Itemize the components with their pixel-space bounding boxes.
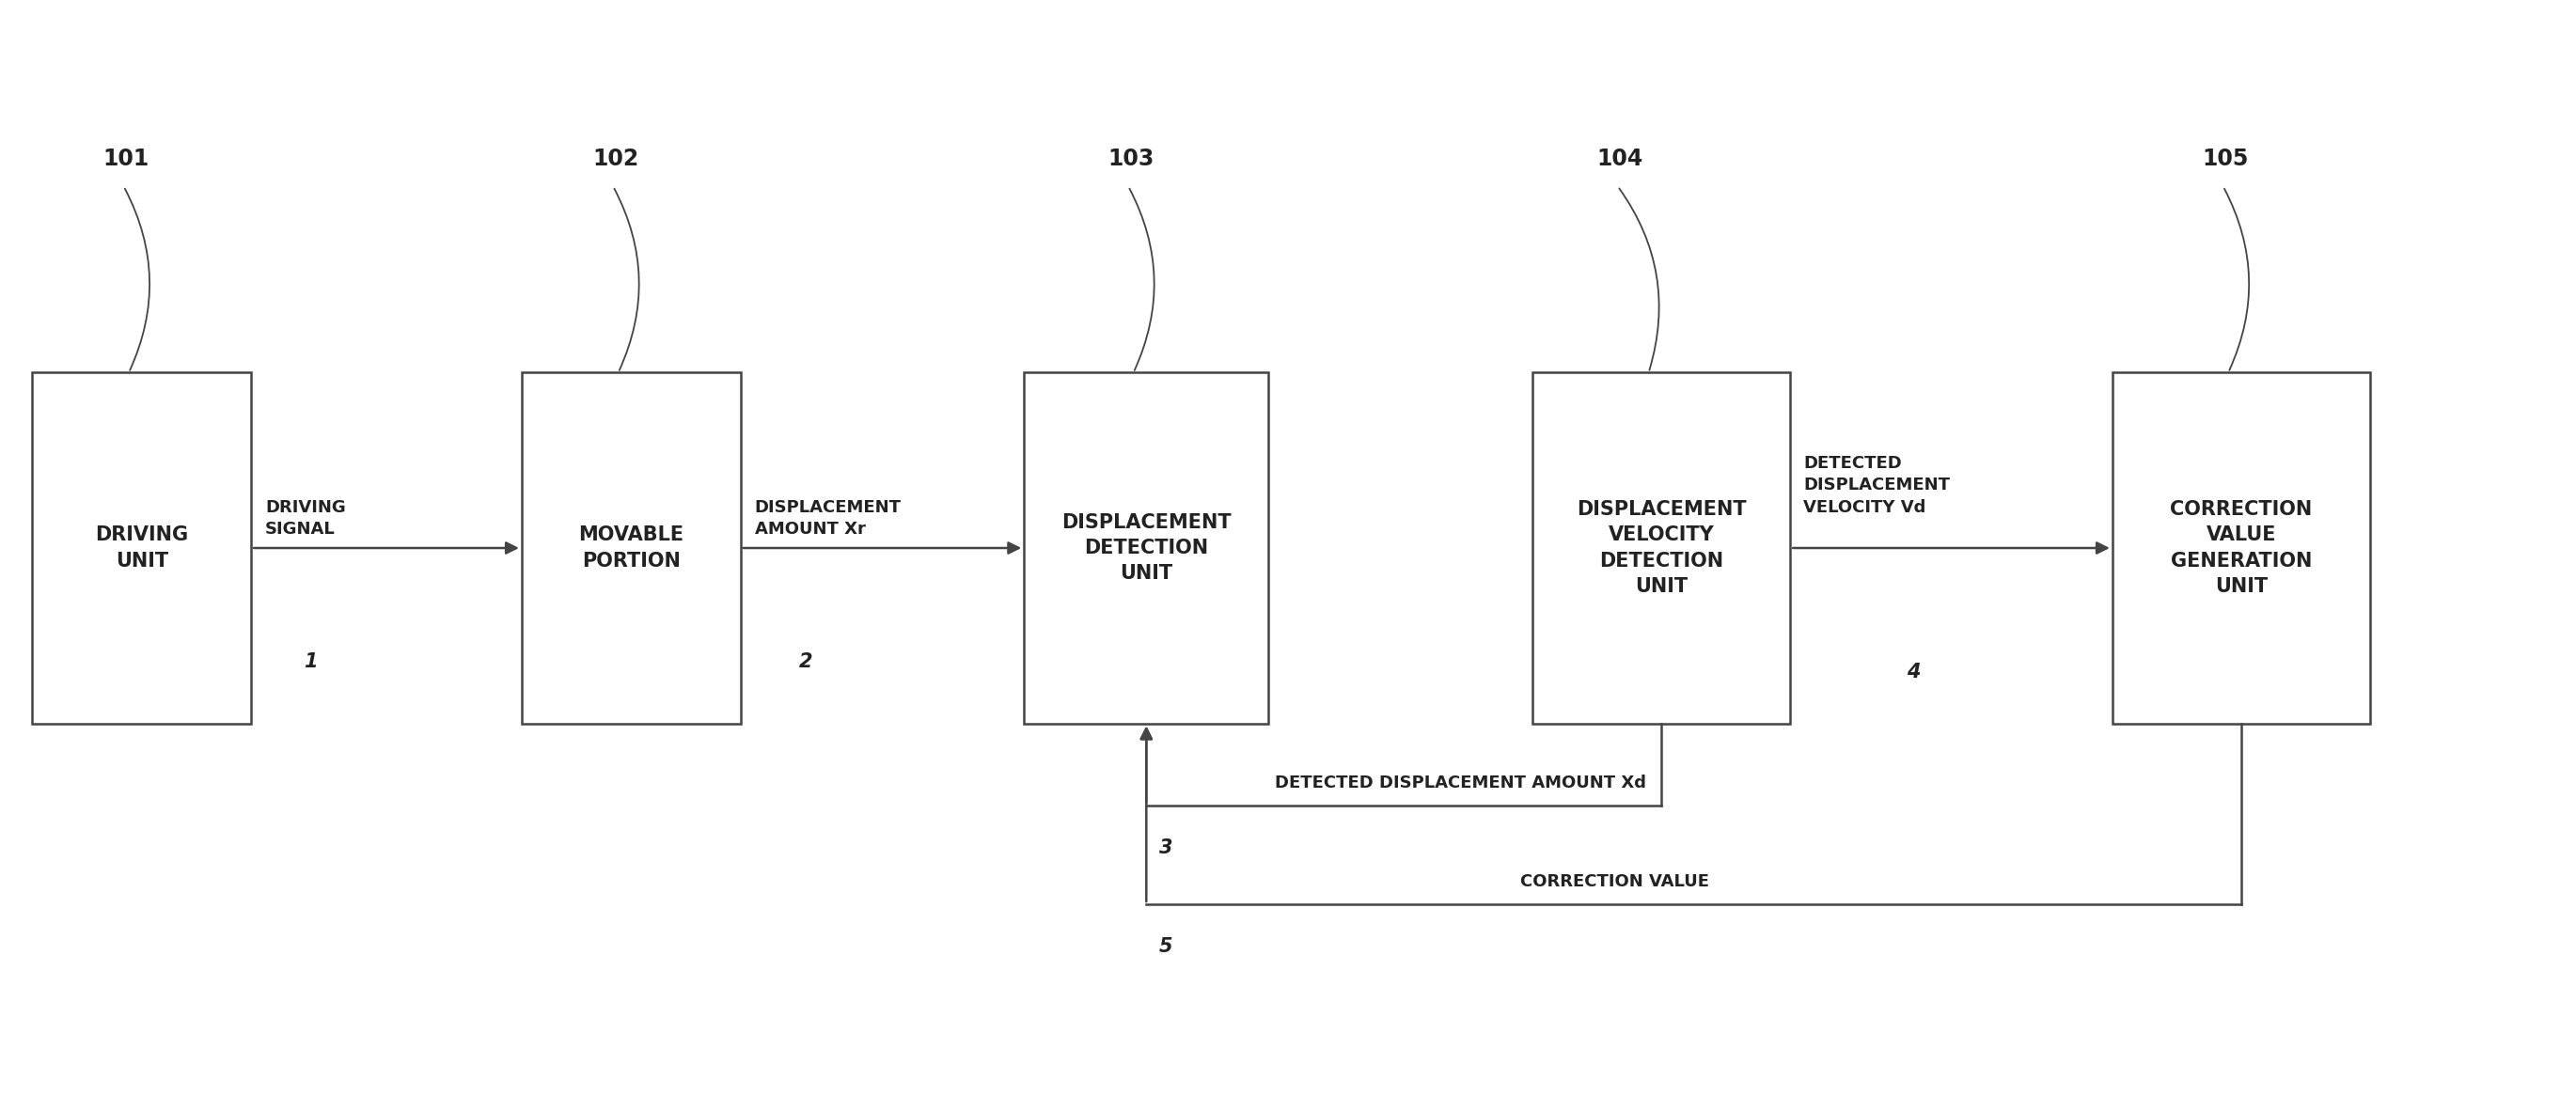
Text: DRIVING
UNIT: DRIVING UNIT — [95, 526, 188, 570]
Text: CORRECTION VALUE: CORRECTION VALUE — [1520, 874, 1708, 890]
Text: 1: 1 — [304, 652, 317, 671]
Bar — [1025, 373, 1270, 723]
Text: 5: 5 — [1159, 937, 1172, 956]
Text: DISPLACEMENT
VELOCITY
DETECTION
UNIT: DISPLACEMENT VELOCITY DETECTION UNIT — [1577, 500, 1747, 596]
Text: 105: 105 — [2202, 148, 2249, 170]
Text: 104: 104 — [1597, 148, 1643, 170]
Text: DRIVING
SIGNAL: DRIVING SIGNAL — [265, 499, 345, 538]
Text: 103: 103 — [1108, 148, 1154, 170]
Text: 2: 2 — [799, 652, 811, 671]
Bar — [1533, 373, 1790, 723]
Bar — [33, 373, 252, 723]
Text: DISPLACEMENT
DETECTION
UNIT: DISPLACEMENT DETECTION UNIT — [1061, 513, 1231, 583]
Text: DETECTED
DISPLACEMENT
VELOCITY Vd: DETECTED DISPLACEMENT VELOCITY Vd — [1803, 455, 1950, 516]
Text: 102: 102 — [592, 148, 639, 170]
Bar — [2112, 373, 2370, 723]
Bar — [520, 373, 739, 723]
Text: CORRECTION
VALUE
GENERATION
UNIT: CORRECTION VALUE GENERATION UNIT — [2169, 500, 2313, 596]
Text: 4: 4 — [1906, 663, 1919, 682]
Text: 101: 101 — [103, 148, 149, 170]
Text: DISPLACEMENT
AMOUNT Xr: DISPLACEMENT AMOUNT Xr — [755, 499, 902, 538]
Text: MOVABLE
PORTION: MOVABLE PORTION — [580, 526, 683, 570]
Text: 3: 3 — [1159, 838, 1172, 857]
Text: DETECTED DISPLACEMENT AMOUNT Xd: DETECTED DISPLACEMENT AMOUNT Xd — [1275, 775, 1646, 791]
